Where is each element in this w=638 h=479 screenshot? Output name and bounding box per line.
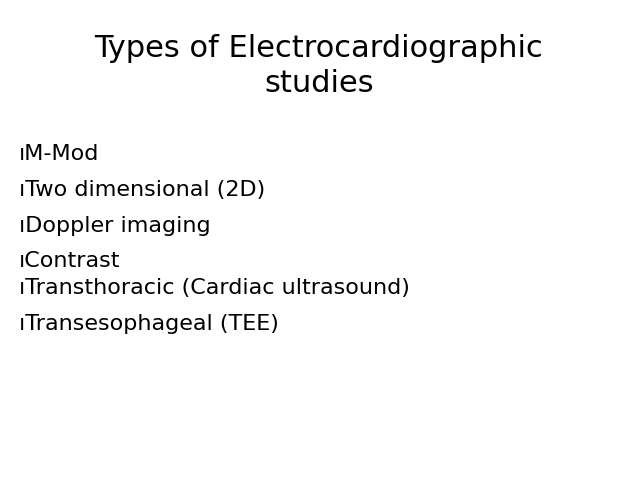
Text: Types of Electrocardiographic
studies: Types of Electrocardiographic studies <box>94 34 544 98</box>
Text: ıM-Mod: ıM-Mod <box>19 144 100 164</box>
Text: ıDoppler imaging: ıDoppler imaging <box>19 216 211 236</box>
Text: ıTransthoracic (Cardiac ultrasound): ıTransthoracic (Cardiac ultrasound) <box>19 278 410 298</box>
Text: ıContrast: ıContrast <box>19 251 121 272</box>
Text: ıTwo dimensional (2D): ıTwo dimensional (2D) <box>19 180 265 200</box>
Text: ıTransesophageal (TEE): ıTransesophageal (TEE) <box>19 314 279 334</box>
